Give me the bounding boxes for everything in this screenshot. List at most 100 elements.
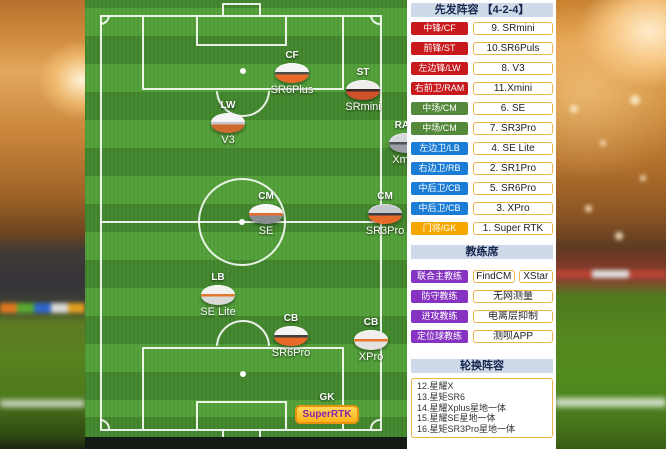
lineup-row: 左边锋/LW 8. V3 — [411, 62, 553, 75]
lineup-row: 左边卫/LB 4. SE Lite — [411, 142, 553, 155]
gnss-receiver-icon — [201, 285, 235, 305]
product-button[interactable]: 7. SR3Pro — [473, 122, 553, 135]
player-name-label: SR6Pro — [271, 347, 311, 359]
position-chip: 中后卫/CB — [411, 182, 468, 195]
ad-boards-left — [0, 303, 85, 313]
position-chip: 门将/GK — [411, 222, 468, 235]
position-chip: 中后卫/CB — [411, 202, 468, 215]
position-chip: 右边卫/RB — [411, 162, 468, 175]
player-position-label: LB — [211, 272, 225, 283]
bokeh-light — [640, 175, 646, 181]
product-button[interactable]: 2. SR1Pro — [473, 162, 553, 175]
pitch-penalty-spot-bottom — [240, 371, 246, 377]
player-st[interactable]: ST SRmini — [328, 67, 398, 113]
pitch-corner-arc-bottom-right — [370, 419, 380, 429]
pitch-penalty-area-bottom — [142, 347, 344, 429]
rotation-item: 13.星矩SR6 — [417, 391, 466, 402]
player-cb-left[interactable]: CB SR6Pro — [256, 313, 326, 359]
gnss-receiver-icon — [354, 330, 388, 350]
coach-bench-header: 教练席 — [411, 245, 553, 259]
gnss-receiver-icon — [249, 204, 283, 224]
position-chip: 中锋/CF — [411, 22, 468, 35]
coach-row: 定位球教练 测呗APP — [411, 330, 553, 343]
rotation-lineup-header: 轮换阵容 — [411, 359, 553, 373]
player-cm-left[interactable]: CM SE — [231, 191, 301, 237]
player-lb[interactable]: LB SE Lite — [183, 272, 253, 318]
player-name-label: SRmini — [345, 101, 381, 113]
player-name-label: XPro — [358, 351, 384, 363]
player-position-label: CF — [285, 50, 299, 61]
player-name-label: SE — [258, 225, 274, 237]
coach-role-chip: 进攻教练 — [411, 310, 468, 323]
stadium-photo-right — [555, 0, 666, 449]
player-name-label: SR3Pro — [365, 225, 405, 237]
position-chip: 右前卫/RAM — [411, 82, 468, 95]
rotation-item: 15.星耀SE星地一体 — [417, 413, 496, 424]
pitch-corner-arc-top-right — [370, 15, 380, 25]
bokeh-light — [600, 140, 606, 146]
pitch-goal-area-bottom — [196, 401, 287, 429]
player-position-label: CB — [283, 313, 299, 324]
coach-feature-button[interactable]: XStar — [518, 270, 553, 283]
coach-row: 联合主教练 FindCM XStar — [411, 270, 553, 283]
player-cf[interactable]: CF SR6Plus — [257, 50, 327, 96]
gnss-receiver-icon — [275, 63, 309, 83]
bokeh-light — [570, 105, 578, 113]
player-cm-right[interactable]: CM SR3Pro — [350, 191, 420, 237]
position-chip: 左边卫/LB — [411, 142, 468, 155]
product-button[interactable]: 9. SRmini — [473, 22, 553, 35]
player-lw[interactable]: LW V3 — [193, 100, 263, 146]
bokeh-light — [585, 205, 592, 212]
product-button[interactable]: 8. V3 — [473, 62, 553, 75]
lineup-row: 中锋/CF 9. SRmini — [411, 22, 553, 35]
product-button[interactable]: 10.SR6Puls — [473, 42, 553, 55]
bokeh-light — [615, 232, 623, 240]
pitch-corner-arc-bottom-left — [100, 419, 110, 429]
product-button[interactable]: 5. SR6Pro — [473, 182, 553, 195]
coach-feature-button[interactable]: 电离层抑制 — [473, 310, 553, 323]
player-position-label: CM — [377, 191, 393, 202]
lineup-row: 中后卫/CB 3. XPro — [411, 202, 553, 215]
player-position-label: GK — [319, 392, 335, 403]
product-button[interactable]: 4. SE Lite — [473, 142, 553, 155]
player-name-label: SR6Plus — [270, 84, 314, 96]
coach-feature-button[interactable]: FindCM — [473, 270, 515, 283]
pitch-corner-arc-top-left — [100, 15, 110, 25]
football-pitch: CF SR6Plus ST SRmini LW V3 RAM Xmini CM … — [85, 0, 461, 440]
player-position-label: LW — [220, 100, 236, 111]
gnss-receiver-icon — [368, 204, 402, 224]
pitch-penalty-area-top — [142, 15, 344, 90]
gnss-receiver-icon — [211, 113, 245, 133]
gnss-receiver-icon — [274, 326, 308, 346]
player-position-label: ST — [356, 67, 370, 78]
lineup-row: 右边卫/RB 2. SR1Pro — [411, 162, 553, 175]
stadium-photo-left — [0, 0, 85, 449]
position-chip: 左边锋/LW — [411, 62, 468, 75]
product-button[interactable]: 3. XPro — [473, 202, 553, 215]
product-button[interactable]: 1. Super RTK — [473, 222, 553, 235]
coach-role-chip: 防守教练 — [411, 290, 468, 303]
pitch-penalty-spot-top — [240, 68, 246, 74]
position-chip: 前锋/ST — [411, 42, 468, 55]
rotation-item: 12.星耀X — [417, 381, 454, 391]
rotation-list: 12.星耀X 13.星矩SR6 14.星耀Xplus星地一体 15.星耀SE星地… — [411, 378, 553, 438]
coach-feature-button[interactable]: 测呗APP — [473, 330, 553, 343]
pitch-line-blur-left — [0, 400, 85, 407]
rotation-item: 16.星矩SR3Pro星地一体 — [417, 424, 516, 435]
coach-feature-button[interactable]: 无网测量 — [473, 290, 553, 303]
player-cb-right[interactable]: CB XPro — [336, 317, 406, 363]
superrtk-button[interactable]: SuperRTK — [294, 405, 360, 424]
lineup-row: 中后卫/CB 5. SR6Pro — [411, 182, 553, 195]
lineup-row: 中场/CM 6. SE — [411, 102, 553, 115]
player-position-label: CM — [258, 191, 274, 202]
product-button[interactable]: 11.Xmini — [473, 82, 553, 95]
player-gk[interactable]: GK SuperRTK — [292, 392, 362, 424]
pitch-line-blur-right — [555, 398, 666, 407]
position-chip: 中场/CM — [411, 122, 468, 135]
coach-role-chip: 联合主教练 — [411, 270, 468, 283]
player-position-label: RAM — [394, 120, 418, 131]
product-button[interactable]: 6. SE — [473, 102, 553, 115]
coach-row: 防守教练 无网测量 — [411, 290, 553, 303]
position-chip: 中场/CM — [411, 102, 468, 115]
